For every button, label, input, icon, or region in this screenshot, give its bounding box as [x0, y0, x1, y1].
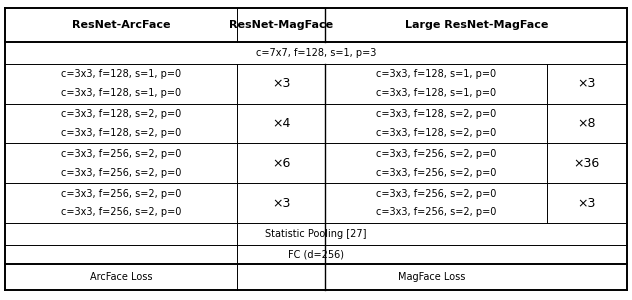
Text: ×8: ×8 [578, 117, 596, 130]
Text: c=3x3, f=128, s=1, p=0: c=3x3, f=128, s=1, p=0 [376, 88, 496, 98]
Text: c=3x3, f=128, s=2, p=0: c=3x3, f=128, s=2, p=0 [61, 128, 181, 138]
Text: ×3: ×3 [272, 77, 291, 90]
Text: c=3x3, f=256, s=2, p=0: c=3x3, f=256, s=2, p=0 [61, 189, 181, 199]
Text: c=3x3, f=128, s=1, p=0: c=3x3, f=128, s=1, p=0 [61, 88, 181, 98]
Text: c=3x3, f=128, s=2, p=0: c=3x3, f=128, s=2, p=0 [376, 109, 496, 119]
Text: ×36: ×36 [574, 157, 600, 170]
Text: c=3x3, f=256, s=2, p=0: c=3x3, f=256, s=2, p=0 [61, 207, 181, 218]
Text: Large ResNet-MagFace: Large ResNet-MagFace [404, 20, 548, 30]
Text: c=3x3, f=128, s=2, p=0: c=3x3, f=128, s=2, p=0 [376, 128, 496, 138]
Text: ×3: ×3 [578, 197, 596, 210]
Text: FC (d=256): FC (d=256) [288, 250, 344, 260]
Text: c=3x3, f=256, s=2, p=0: c=3x3, f=256, s=2, p=0 [61, 167, 181, 178]
Text: ×4: ×4 [272, 117, 291, 130]
Text: c=3x3, f=128, s=1, p=0: c=3x3, f=128, s=1, p=0 [61, 69, 181, 80]
Text: ×3: ×3 [272, 197, 291, 210]
Text: c=3x3, f=128, s=1, p=0: c=3x3, f=128, s=1, p=0 [376, 69, 496, 80]
Text: c=3x3, f=128, s=2, p=0: c=3x3, f=128, s=2, p=0 [61, 109, 181, 119]
Text: c=7x7, f=128, s=1, p=3: c=7x7, f=128, s=1, p=3 [256, 48, 376, 58]
Text: c=3x3, f=256, s=2, p=0: c=3x3, f=256, s=2, p=0 [376, 167, 496, 178]
Text: ResNet-MagFace: ResNet-MagFace [229, 20, 333, 30]
Text: ResNet-ArcFace: ResNet-ArcFace [72, 20, 170, 30]
Text: c=3x3, f=256, s=2, p=0: c=3x3, f=256, s=2, p=0 [376, 207, 496, 218]
Text: Statistic Pooling [27]: Statistic Pooling [27] [265, 229, 367, 239]
Text: c=3x3, f=256, s=2, p=0: c=3x3, f=256, s=2, p=0 [376, 149, 496, 159]
Text: ArcFace Loss: ArcFace Loss [90, 272, 152, 282]
Text: c=3x3, f=256, s=2, p=0: c=3x3, f=256, s=2, p=0 [61, 149, 181, 159]
Text: ×3: ×3 [578, 77, 596, 90]
Text: ×6: ×6 [272, 157, 291, 170]
Text: MagFace Loss: MagFace Loss [398, 272, 466, 282]
Text: c=3x3, f=256, s=2, p=0: c=3x3, f=256, s=2, p=0 [376, 189, 496, 199]
